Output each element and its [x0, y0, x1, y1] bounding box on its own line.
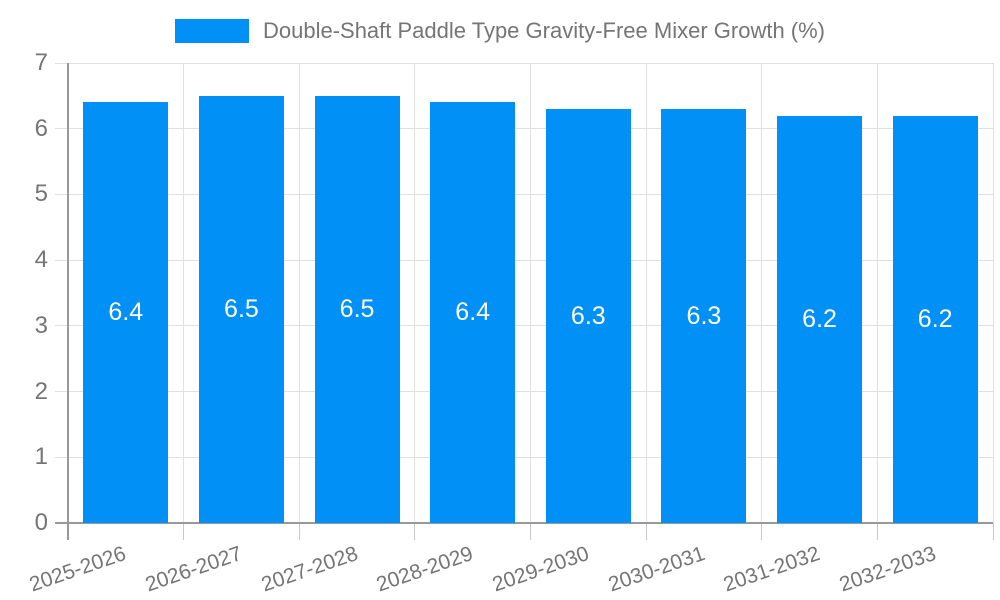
v-gridline — [876, 63, 878, 523]
x-axis-line — [55, 522, 993, 524]
bar[interactable]: 6.3 — [661, 109, 747, 523]
legend-label: Double-Shaft Paddle Type Gravity-Free Mi… — [262, 18, 826, 43]
x-axis-tick — [414, 523, 416, 540]
v-gridline — [183, 63, 185, 523]
v-gridline — [992, 63, 994, 523]
x-axis-tick — [645, 523, 647, 540]
y-axis-line — [67, 63, 69, 540]
bar[interactable]: 6.3 — [545, 109, 631, 523]
bar[interactable]: 6.2 — [892, 115, 978, 523]
bar[interactable]: 6.2 — [777, 115, 863, 523]
x-axis-tick — [876, 523, 878, 540]
y-axis-tick — [55, 325, 68, 327]
bar[interactable]: 6.5 — [314, 95, 400, 523]
x-axis-tick-label: 2032-2033 — [836, 542, 939, 597]
y-axis-tick-label: 7 — [34, 49, 48, 76]
v-gridline — [414, 63, 416, 523]
bar-value-label: 6.5 — [339, 294, 375, 323]
bar-value-label: 6.2 — [802, 304, 837, 333]
v-gridline — [530, 63, 531, 523]
bar-value-label: 6.5 — [224, 294, 259, 323]
x-axis-tick-label: 2025-2026 — [26, 542, 130, 597]
y-axis-tick-label: 5 — [34, 180, 48, 208]
bar-value-label: 6.2 — [917, 304, 953, 333]
x-axis-tick — [183, 523, 185, 540]
x-axis-tick-label: 2028-2029 — [373, 542, 477, 597]
x-axis-tick-label: 2026-2027 — [142, 542, 245, 597]
bar[interactable]: 6.4 — [83, 102, 169, 523]
y-axis-tick — [55, 193, 68, 195]
y-axis-tick-label: 2 — [34, 377, 48, 405]
bar[interactable]: 6.4 — [430, 102, 516, 523]
x-axis-tick — [761, 523, 763, 540]
v-gridline — [645, 63, 647, 523]
bar[interactable]: 6.5 — [198, 95, 284, 523]
v-gridline — [761, 63, 763, 523]
y-axis-tick — [55, 63, 68, 64]
y-axis-tick — [55, 391, 68, 393]
x-axis-tick — [298, 523, 300, 540]
x-axis-tick-label: 2030-2031 — [604, 542, 708, 597]
y-axis-tick — [55, 456, 68, 458]
x-axis-tick-label: 2031-2032 — [720, 542, 824, 597]
x-axis-tick — [530, 523, 531, 540]
y-axis-tick-label: 4 — [34, 246, 48, 274]
x-axis-tick-label: 2027-2028 — [258, 542, 361, 597]
y-axis-tick-label: 0 — [34, 509, 48, 536]
y-axis-tick — [55, 259, 68, 261]
y-axis-tick-label: 6 — [34, 114, 48, 142]
bar-value-label: 6.3 — [686, 301, 722, 330]
bar-value-label: 6.4 — [455, 298, 491, 327]
plot-area: 0 1 2 3 4 5 6 7 6.4 6.5 6.5 6.4 6.3 6.3 6.2 6.2 2025-202… — [27, 49, 994, 596]
bar-value-label: 6.3 — [570, 301, 606, 330]
bar-value-label: 6.4 — [108, 298, 144, 327]
x-axis-tick — [992, 523, 994, 540]
legend-swatch — [174, 19, 249, 43]
v-gridline — [298, 63, 300, 523]
y-axis-tick-label: 1 — [34, 443, 48, 471]
y-axis-tick — [55, 128, 68, 130]
x-axis-tick-label: 2029-2030 — [489, 542, 592, 597]
y-axis-tick-label: 3 — [34, 311, 48, 339]
chart-legend[interactable]: Double-Shaft Paddle Type Gravity-Free Mi… — [0, 19, 1000, 43]
